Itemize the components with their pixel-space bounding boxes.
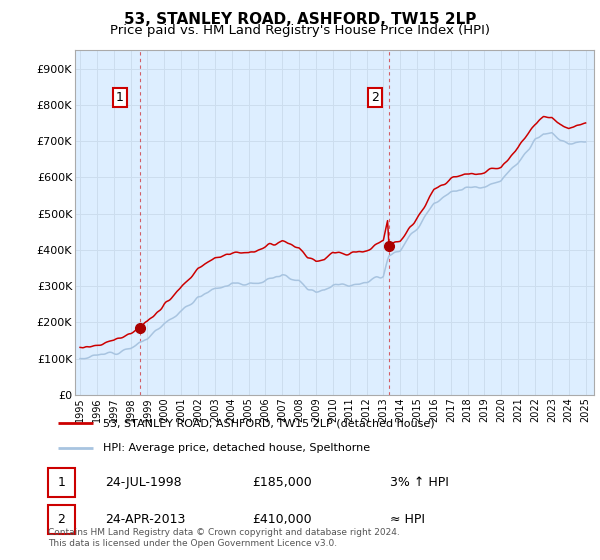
Text: ≈ HPI: ≈ HPI — [390, 513, 425, 526]
Text: Price paid vs. HM Land Registry's House Price Index (HPI): Price paid vs. HM Land Registry's House … — [110, 24, 490, 36]
Text: 2: 2 — [371, 91, 379, 104]
Text: 2: 2 — [58, 513, 65, 526]
Text: 24-JUL-1998: 24-JUL-1998 — [105, 475, 182, 489]
Text: 1: 1 — [58, 475, 65, 489]
Text: Contains HM Land Registry data © Crown copyright and database right 2024.
This d: Contains HM Land Registry data © Crown c… — [48, 528, 400, 548]
Text: £410,000: £410,000 — [252, 513, 311, 526]
Text: 1: 1 — [116, 91, 124, 104]
Text: 53, STANLEY ROAD, ASHFORD, TW15 2LP (detached house): 53, STANLEY ROAD, ASHFORD, TW15 2LP (det… — [103, 418, 435, 428]
Text: £185,000: £185,000 — [252, 475, 312, 489]
Text: HPI: Average price, detached house, Spelthorne: HPI: Average price, detached house, Spel… — [103, 442, 371, 452]
Text: 3% ↑ HPI: 3% ↑ HPI — [390, 475, 449, 489]
Text: 24-APR-2013: 24-APR-2013 — [105, 513, 185, 526]
Text: 53, STANLEY ROAD, ASHFORD, TW15 2LP: 53, STANLEY ROAD, ASHFORD, TW15 2LP — [124, 12, 476, 27]
